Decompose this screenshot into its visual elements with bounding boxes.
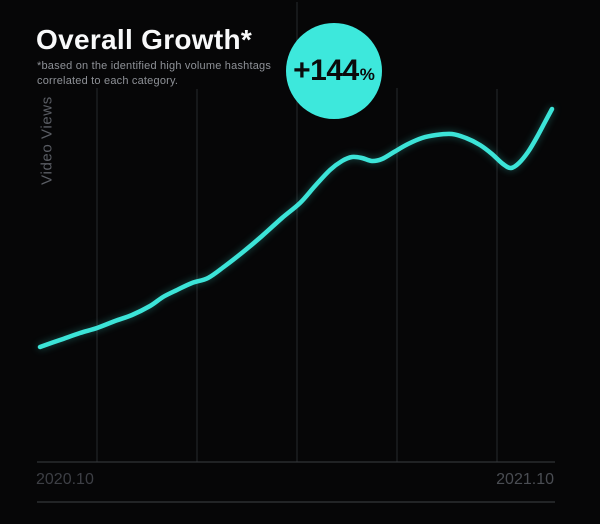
growth-badge: +144 % (286, 23, 382, 119)
subtitle-line-2: correlated to each category. (37, 75, 179, 87)
page-title: Overall Growth* (36, 24, 253, 55)
chart-subtitle: *based on the identified high volume has… (37, 59, 271, 89)
growth-value: +144 (293, 54, 359, 87)
subtitle-line-1: *based on the identified high volume has… (37, 60, 272, 72)
y-axis-label: Video Views (38, 96, 56, 185)
x-tick-end: 2021.10 (496, 471, 554, 488)
percent-sign: % (359, 65, 375, 84)
x-tick-start: 2020.10 (36, 471, 94, 488)
growth-badge-text: +144 % (293, 54, 375, 88)
growth-line-series (37, 106, 555, 350)
